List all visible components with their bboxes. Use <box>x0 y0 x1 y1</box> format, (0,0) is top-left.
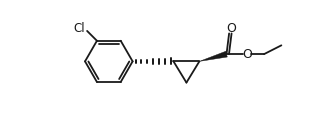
Polygon shape <box>199 51 227 61</box>
Text: Cl: Cl <box>74 22 85 35</box>
Text: O: O <box>226 22 236 35</box>
Text: O: O <box>242 48 252 61</box>
